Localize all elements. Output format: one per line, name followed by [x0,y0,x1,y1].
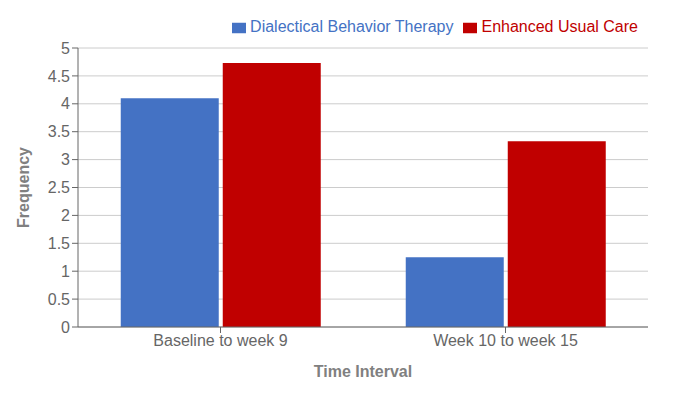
html-text:Dialectical Behavior Therapy: Dialectical Behavior Therapy [250,18,454,35]
svg-text:Week 10 to week 15: Week 10 to week 15 [433,332,578,349]
svg-text:1: 1 [61,263,70,280]
svg-text:2.5: 2.5 [48,179,70,196]
svg-text:2: 2 [61,207,70,224]
svg-text:4.5: 4.5 [48,68,70,85]
svg-text:1.5: 1.5 [48,235,70,252]
svg-text:Baseline to week 9: Baseline to week 9 [153,332,287,349]
html-text:Enhanced Usual Care: Enhanced Usual Care [481,18,638,35]
svg-text:Time Interval: Time Interval [314,363,412,380]
svg-text:0.5: 0.5 [48,291,70,308]
svg-text:Frequency: Frequency [15,147,32,228]
svg-text:4: 4 [61,95,70,112]
svg-text:3: 3 [61,151,70,168]
svg-text:3.5: 3.5 [48,123,70,140]
svg-text:0: 0 [61,319,70,336]
svg-text:5: 5 [61,40,70,57]
